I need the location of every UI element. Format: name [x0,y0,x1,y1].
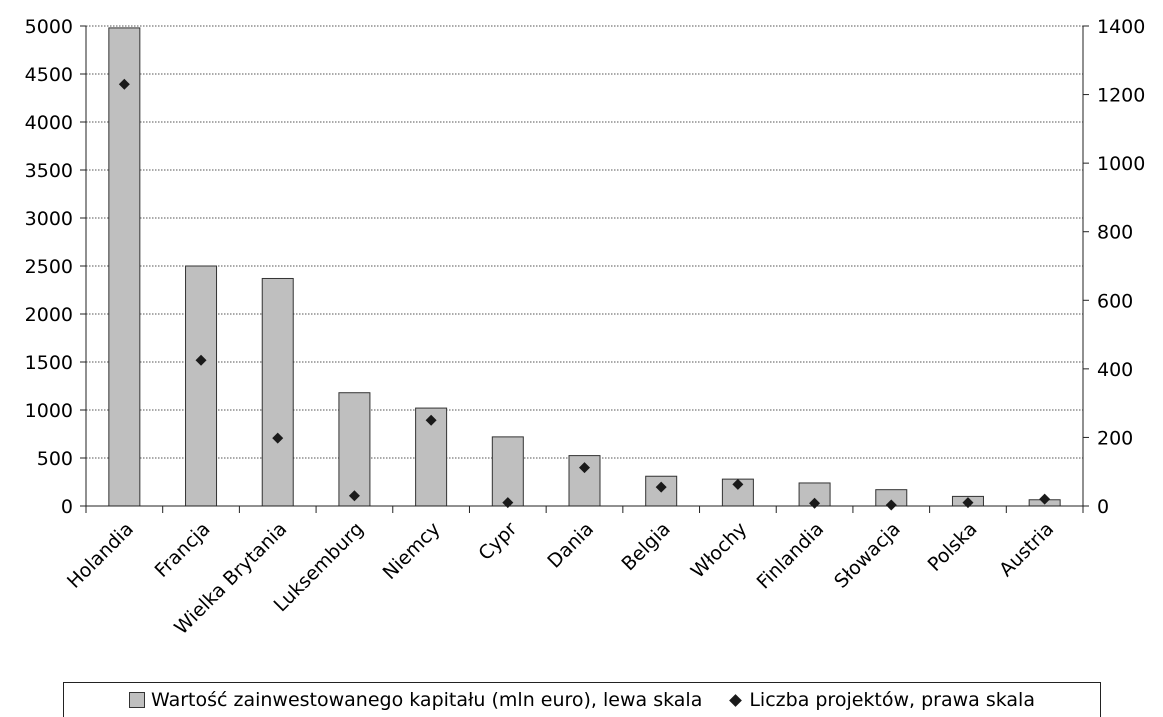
y-right-tick-label-0: 0 [1097,496,1109,518]
point-10 [885,499,897,511]
y-right-tick-label-3: 600 [1097,290,1133,312]
chart: 0500100015002000250030003500400045005000… [25,16,1146,639]
y-left-tick-label-1: 500 [37,448,73,470]
legend-item-points: Liczba projektów, prawa skala [728,689,1035,711]
x-tick-label-12: Austria [995,518,1058,581]
legend-bar-label: Wartość zainwestowanego kapitału (mln eu… [151,689,703,711]
x-tick-label-1: Francja [151,518,215,582]
point-0 [118,78,130,90]
y-right-tick-label-1: 200 [1097,427,1133,449]
bar-2 [261,277,294,507]
y-left-tick-label-3: 1500 [25,352,73,374]
y-left-tick-label-9: 4500 [25,64,73,86]
point-5 [502,497,514,509]
y-left-tick-label-4: 2000 [25,304,73,326]
bar-3 [338,392,371,507]
y-right-tick-label-5: 1000 [1097,153,1145,175]
x-tick-label-0: Holandia [63,518,138,593]
legend-point-label: Liczba projektów, prawa skala [749,689,1035,711]
y-right-tick-label-6: 1200 [1097,85,1145,107]
point-4 [425,414,437,426]
y-left-tick-label-0: 0 [61,496,73,518]
y-left-tick-label-2: 1000 [25,400,73,422]
y-right-tick-label-4: 800 [1097,222,1133,244]
y-left-tick-label-6: 3000 [25,208,73,230]
x-tick-label-9: Finlandia [753,518,829,594]
legend-bar-swatch [129,692,145,708]
point-9 [809,497,821,509]
bar-0 [108,27,141,507]
point-12 [1039,493,1051,505]
legend: Wartość zainwestowanego kapitału (mln eu… [63,682,1101,717]
y-right-tick-label-7: 1400 [1097,16,1145,38]
x-tick-label-10: Słowacja [830,518,905,593]
x-tick-label-5: Cypr [474,518,521,565]
point-6 [579,462,590,474]
y-left-tick-label-5: 2500 [25,256,73,278]
bar-5 [491,436,524,507]
point-8 [732,478,744,490]
x-tick-label-11: Polska [924,518,982,576]
legend-item-bars: Wartość zainwestowanego kapitału (mln eu… [129,689,702,711]
point-1 [195,354,207,366]
x-tick-label-6: Dania [543,518,598,573]
x-tick-label-7: Belgia [617,518,674,575]
point-3 [348,490,360,502]
point-7 [655,481,667,493]
y-right-tick-label-2: 400 [1097,359,1133,381]
x-tick-label-8: Włochy [687,518,752,583]
legend-diamond-swatch [729,693,743,707]
point-2 [272,432,284,444]
bar-1 [185,265,218,507]
y-left-tick-label-7: 3500 [25,160,73,182]
y-left-tick-label-8: 4000 [25,112,73,134]
point-11 [962,497,974,509]
x-tick-label-4: Niemcy [379,518,445,584]
y-left-tick-label-10: 5000 [25,16,73,38]
